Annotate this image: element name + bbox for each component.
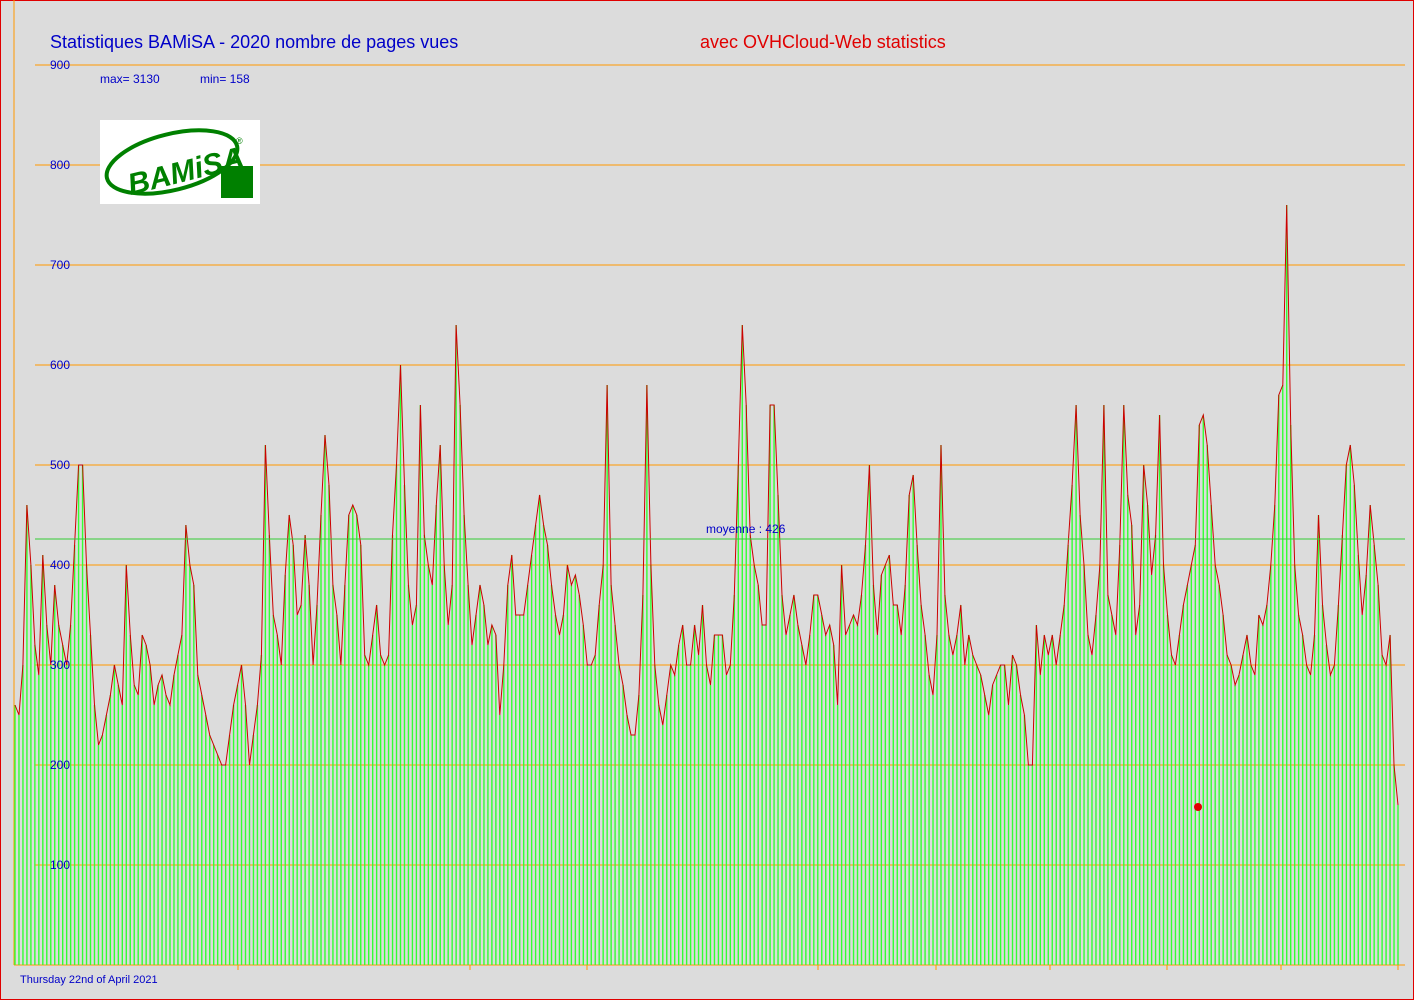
bamisa-logo-image: BAMiSA ®: [104, 128, 253, 202]
y-tick-label-700: 700: [50, 258, 70, 272]
y-tick-label-800: 800: [50, 158, 70, 172]
y-tick-label-500: 500: [50, 458, 70, 472]
max-label: max= 3130: [100, 72, 160, 86]
page-views-line: [14, 204, 1399, 806]
svg-text:®: ®: [236, 136, 243, 146]
min-label: min= 158: [200, 72, 250, 86]
y-tick-label-100: 100: [50, 858, 70, 872]
x-axis-ticks: [237, 965, 1399, 970]
y-tick-label-400: 400: [50, 558, 70, 572]
y-tick-label-300: 300: [50, 658, 70, 672]
footer-date: Thursday 22nd of April 2021: [20, 974, 158, 986]
average-label: moyenne : 426: [706, 522, 786, 536]
bamisa-logo: BAMiSA ®: [100, 120, 260, 204]
y-tick-label-600: 600: [50, 358, 70, 372]
y-tick-label-900: 900: [50, 58, 70, 72]
y-tick-labels: 100 200 300 400 500 600 700 800 900: [50, 58, 70, 872]
chart-title: Statistiques BAMiSA - 2020 nombre de pag…: [50, 32, 459, 52]
min-marker: [1194, 803, 1202, 811]
y-tick-label-200: 200: [50, 758, 70, 772]
chart-source: avec OVHCloud-Web statistics: [700, 32, 946, 52]
bars-group: [14, 205, 1399, 965]
